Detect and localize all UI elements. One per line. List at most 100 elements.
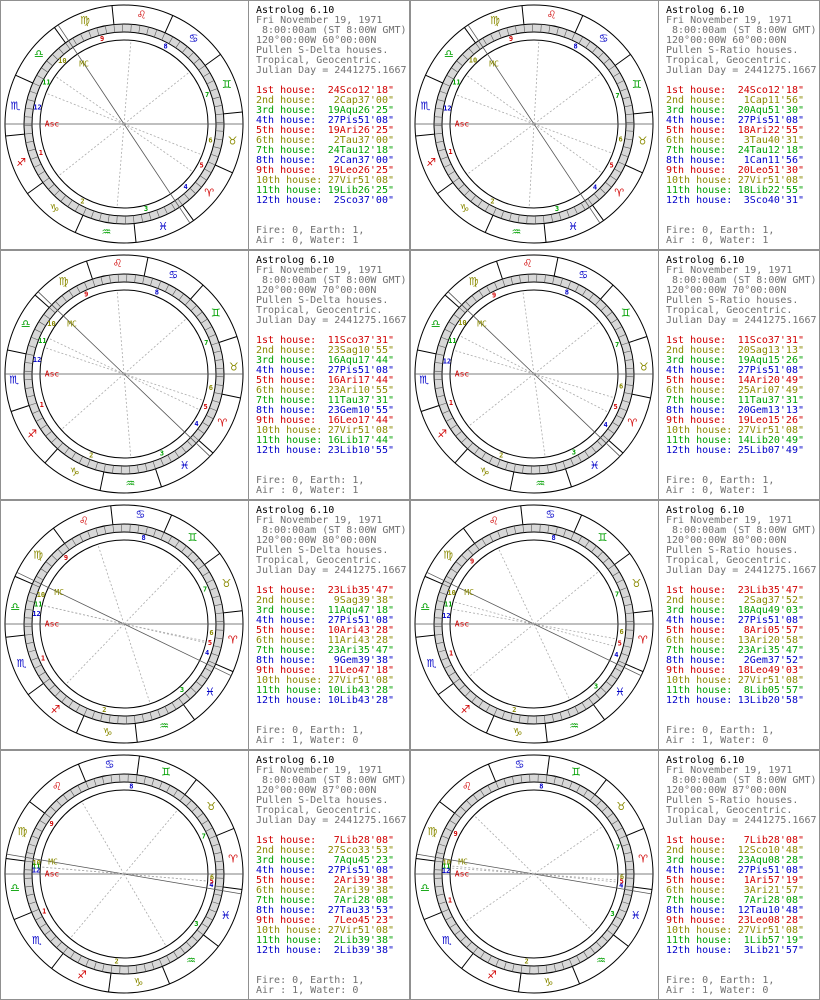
degree-tick	[618, 835, 627, 840]
house-label: 6th house:	[256, 635, 316, 646]
sign-divider	[485, 715, 495, 734]
degree-tick	[591, 46, 598, 53]
sign-divider	[543, 223, 547, 243]
chart-panel: ♈♉♊♋♌♍♎♏♐♑♒♓123456789101112AscMCAstrolog…	[410, 500, 820, 750]
degree-tick	[214, 637, 223, 640]
degree-tick	[574, 284, 580, 292]
sign-divider	[74, 215, 84, 233]
sign-divider	[161, 966, 171, 985]
house-cusp-value: 27Pis51'08"	[738, 615, 804, 626]
degree-tick	[571, 32, 576, 41]
degree-tick	[607, 428, 615, 434]
degree-tick	[45, 430, 53, 437]
degree-tick	[70, 951, 75, 959]
house-cusp	[416, 853, 535, 875]
sign-divider	[415, 858, 435, 862]
house-cusp-value: 7Ari28'08"	[334, 895, 394, 906]
house-cusp-value: 27Sco33'53"	[328, 845, 394, 856]
degree-tick	[547, 464, 549, 473]
house-cusp-value: 24Sco12'18"	[738, 85, 804, 96]
degree-tick	[85, 958, 90, 967]
house-label: 4th house:	[256, 615, 316, 626]
sign-divider	[496, 260, 503, 280]
sign-glyph: ♐	[437, 428, 447, 441]
degree-tick	[167, 536, 173, 544]
house-cusp-value: 19Leo15'26"	[738, 415, 804, 426]
degree-tick	[434, 617, 443, 619]
degree-tick	[135, 965, 138, 974]
degree-tick	[198, 65, 206, 71]
degree-tick	[435, 107, 444, 110]
sign-glyph: ♈	[614, 187, 624, 200]
degree-tick	[542, 215, 545, 224]
degree-tick	[199, 175, 207, 181]
house-number: 12	[32, 610, 40, 618]
house-number: 10	[443, 858, 451, 866]
house-label: 7th house:	[666, 395, 726, 406]
sign-glyph: ♓	[205, 686, 215, 699]
sign-glyph: ♈	[627, 416, 637, 429]
sign-glyph: ♒	[536, 477, 546, 490]
degree-tick	[117, 715, 119, 724]
house-label: 4th house:	[666, 115, 726, 126]
house-number: 5	[614, 403, 618, 411]
degree-tick	[150, 278, 153, 286]
degree-tick	[567, 280, 572, 289]
degree-tick	[612, 72, 621, 78]
sign-divider	[204, 552, 221, 566]
degree-tick	[160, 458, 164, 466]
degree-tick	[192, 557, 200, 564]
house-number: 1	[41, 654, 45, 662]
asc-label: Asc	[45, 620, 60, 629]
degree-tick	[100, 276, 104, 285]
sign-glyph: ♏	[17, 657, 27, 670]
sign-glyph: ♑	[460, 202, 470, 215]
degree-tick	[493, 708, 498, 716]
info-line: 8:00:00am (ST 8:00W GMT)	[666, 275, 817, 286]
degree-tick	[492, 207, 497, 216]
degree-tick	[600, 687, 607, 694]
house-label: 10th house:	[666, 675, 732, 686]
degree-tick	[104, 25, 108, 34]
house-number: 9	[100, 35, 104, 43]
panel-frame	[0, 250, 410, 500]
degree-tick	[611, 923, 619, 928]
sign-divider	[573, 514, 583, 533]
house-label: 3rd house:	[256, 355, 316, 366]
degree-tick	[79, 534, 84, 542]
sign-divider	[553, 257, 559, 277]
degree-tick	[503, 778, 507, 787]
degree-tick	[444, 328, 452, 334]
degree-tick	[441, 908, 450, 913]
sign-divider	[484, 215, 494, 233]
degree-tick	[437, 649, 446, 653]
degree-tick	[578, 36, 584, 44]
degree-tick	[178, 293, 184, 301]
degree-tick	[185, 800, 192, 807]
degree-tick	[624, 392, 633, 395]
degree-tick	[68, 700, 74, 708]
sign-glyph: ♌	[523, 257, 533, 270]
degree-tick	[90, 210, 95, 219]
house-cusp-value: 10Lib43'28"	[328, 695, 394, 706]
degree-tick	[561, 961, 565, 970]
degree-tick	[184, 299, 191, 306]
info-line: Astrolog 6.10	[256, 755, 334, 766]
degree-tick	[601, 806, 608, 813]
house-number: 7	[616, 844, 620, 852]
degree-tick	[179, 794, 186, 802]
degree-tick	[146, 26, 149, 35]
house-number: 2	[499, 452, 503, 460]
degree-tick	[151, 961, 155, 970]
degree-tick	[212, 96, 221, 100]
degree-tick	[196, 812, 204, 819]
degree-tick	[449, 820, 457, 825]
element-count: Air : 0, Water: 1	[666, 485, 768, 496]
house-number: 2	[102, 706, 106, 714]
degree-tick	[85, 781, 90, 790]
house-label: 6th house:	[256, 385, 316, 396]
house-number: 6	[618, 136, 622, 144]
degree-tick	[140, 214, 144, 223]
degree-tick	[64, 543, 70, 551]
